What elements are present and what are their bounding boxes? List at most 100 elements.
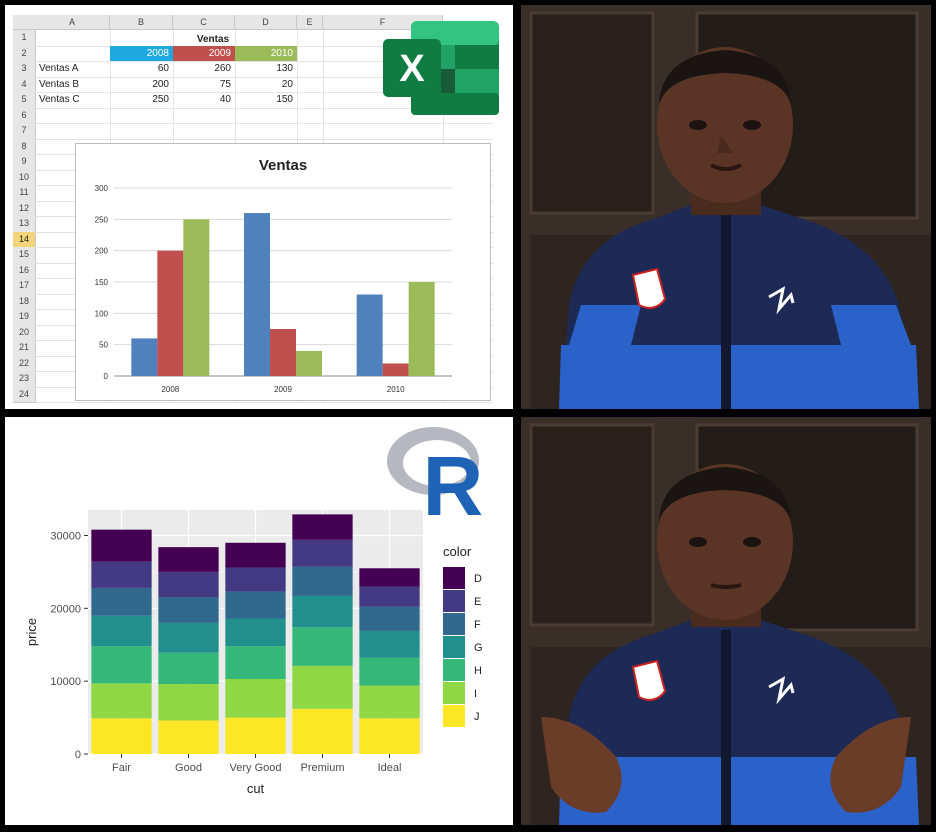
value-cell[interactable]: 200	[152, 78, 169, 90]
person-shrug-image	[521, 417, 931, 825]
row-header[interactable]: 23	[13, 371, 36, 388]
column-header[interactable]: E	[297, 15, 323, 30]
bar	[296, 350, 322, 376]
value-cell[interactable]: 20	[281, 78, 293, 90]
row-header[interactable]: 2	[13, 45, 36, 62]
stacked-bar-segment	[91, 561, 152, 588]
year-header-cell[interactable]: 2009	[173, 45, 235, 61]
y-tick-label: 100	[95, 309, 109, 318]
stacked-bar-segment	[158, 571, 219, 598]
legend-label: E	[474, 596, 481, 608]
value-cell[interactable]: 75	[219, 78, 231, 90]
stacked-bar-segment	[225, 678, 286, 718]
column-header[interactable]: A	[35, 15, 110, 30]
row-header[interactable]: 14	[13, 231, 36, 248]
stacked-bar-segment	[225, 646, 286, 679]
stacked-bar-segment	[158, 597, 219, 623]
legend-key	[443, 613, 465, 635]
stacked-bar-segment	[359, 657, 420, 686]
excel-chart: Ventas 0 50 100 150 200 250 300 2008 2009 2010	[75, 143, 491, 401]
row-header[interactable]: 17	[13, 278, 36, 295]
grid-line	[35, 107, 493, 109]
row-header[interactable]: 4	[13, 76, 36, 93]
column-header[interactable]: D	[235, 15, 297, 30]
row-header[interactable]: 12	[13, 200, 36, 217]
row-header[interactable]: 8	[13, 138, 36, 155]
stacked-bar-segment	[158, 684, 219, 721]
value-cell[interactable]: 250	[152, 94, 169, 105]
x-tick-label: 2010	[387, 385, 405, 394]
bar	[356, 294, 383, 376]
stacked-bar-segment	[359, 606, 420, 631]
bar	[408, 282, 435, 376]
stacked-bar-segment	[91, 683, 152, 719]
y-tick-label: 200	[95, 247, 109, 256]
y-tick-label: 30000	[50, 530, 81, 542]
row-header[interactable]: 10	[13, 169, 36, 186]
value-cell[interactable]: 130	[276, 63, 293, 74]
stacked-bar-segment	[225, 618, 286, 647]
select-all-corner[interactable]	[13, 15, 36, 30]
legend-key	[443, 659, 465, 681]
row-header[interactable]: 21	[13, 340, 36, 357]
stacked-bar-segment	[225, 717, 286, 754]
year-header-cell[interactable]: 2008	[110, 45, 173, 61]
row-header[interactable]: 6	[13, 107, 36, 124]
value-cell[interactable]: 40	[219, 94, 231, 105]
row-header[interactable]: 16	[13, 262, 36, 279]
row-header[interactable]: 7	[13, 123, 36, 140]
row-header[interactable]: 15	[13, 247, 36, 264]
y-tick-label: 50	[99, 341, 108, 350]
x-tick-label: Good	[175, 762, 202, 774]
bar	[183, 219, 210, 376]
legend-key	[443, 682, 465, 704]
person-photo-shrug	[521, 417, 931, 825]
row-header[interactable]: 22	[13, 355, 36, 372]
grid-line	[35, 123, 493, 124]
row-header[interactable]: 18	[13, 293, 36, 310]
svg-text:X: X	[399, 48, 425, 90]
row-header[interactable]: 5	[13, 92, 36, 109]
ggplot-chart: 0 10000 20000 30000 Fair Good Very Good Premium…	[24, 510, 483, 796]
value-cell[interactable]: 150	[276, 94, 293, 105]
stacked-bar-segment	[359, 630, 420, 658]
row-label-cell[interactable]: Ventas B	[39, 78, 80, 90]
row-header[interactable]: 13	[13, 216, 36, 233]
row-header[interactable]: 11	[13, 185, 36, 202]
legend-label: I	[474, 688, 477, 700]
row-label-cell[interactable]: Ventas C	[39, 94, 80, 105]
stacked-bar-segment	[225, 591, 286, 619]
row-header[interactable]: 1	[13, 30, 36, 47]
stacked-bar-segment	[91, 587, 152, 616]
chart-title: Ventas	[259, 157, 307, 174]
table-title: Ventas	[196, 34, 230, 45]
stacked-bar-segment	[158, 720, 219, 754]
x-tick-label: Premium	[300, 762, 344, 774]
column-header[interactable]: B	[110, 15, 173, 30]
bar	[244, 213, 270, 376]
value-cell[interactable]: 60	[157, 63, 169, 74]
legend-key	[443, 567, 465, 589]
grid-line	[35, 76, 493, 78]
grid-line	[35, 92, 493, 93]
x-tick-label: Very Good	[230, 762, 282, 774]
row-header[interactable]: 3	[13, 61, 36, 78]
legend-label: J	[474, 711, 480, 723]
stacked-bar-segment	[158, 547, 219, 572]
year-header-cell[interactable]: 2010	[235, 45, 297, 61]
stacked-bar-segment	[225, 567, 286, 592]
row-header[interactable]: 24	[13, 386, 36, 403]
column-header[interactable]: C	[173, 15, 235, 30]
row-header[interactable]: 20	[13, 324, 36, 341]
y-axis-label: price	[24, 618, 39, 646]
stacked-bar-segment	[292, 627, 353, 666]
legend-label: H	[474, 665, 482, 677]
x-tick-label: 2009	[274, 385, 292, 394]
row-header[interactable]: 9	[13, 154, 36, 171]
stacked-bar-segment	[158, 652, 219, 685]
stacked-bar-segment	[225, 542, 286, 568]
row-header[interactable]: 19	[13, 309, 36, 326]
value-cell[interactable]: 260	[214, 63, 231, 74]
row-label-cell[interactable]: Ventas A	[39, 63, 79, 74]
